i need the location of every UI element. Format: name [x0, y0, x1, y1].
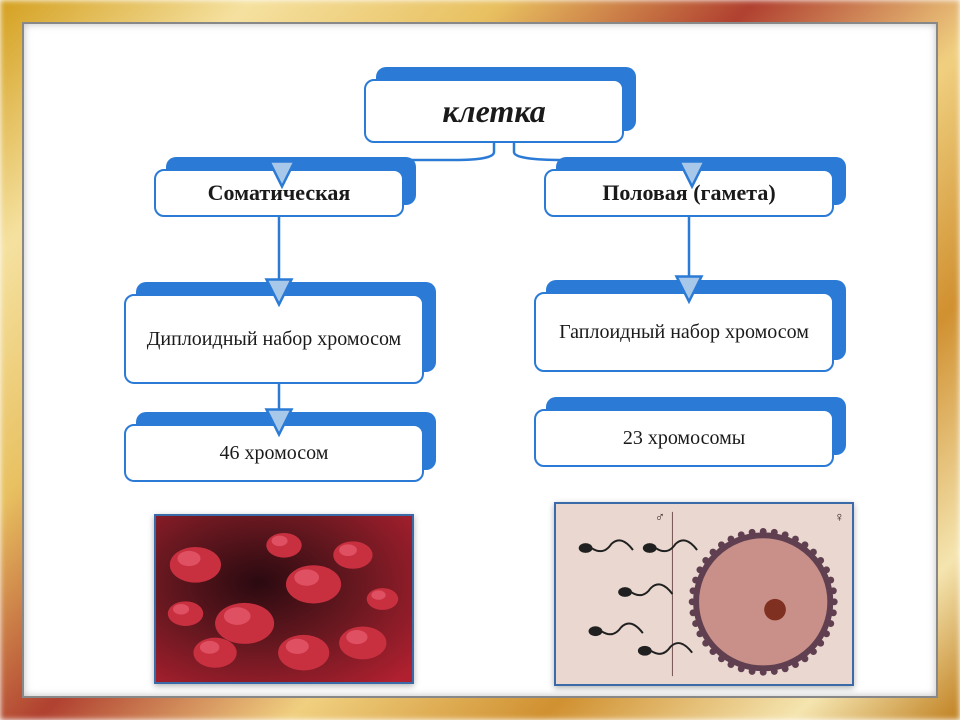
node-sex-label: Половая (гамета): [602, 180, 775, 206]
image-blood-cells: [154, 514, 414, 684]
slide-board: клетка Соматическая Половая (гамета) Дип…: [22, 22, 938, 698]
node-23-label: 23 хромосомы: [623, 427, 745, 450]
node-somatic-label: Соматическая: [208, 180, 351, 206]
node-root-label: клетка: [442, 93, 545, 130]
node-23: 23 хромосомы: [534, 409, 834, 467]
node-somatic: Соматическая: [154, 169, 404, 217]
node-root: клетка: [364, 79, 624, 143]
image-gametes: ♂♀: [554, 502, 854, 686]
node-46-label: 46 хромосом: [220, 442, 329, 465]
node-sex: Половая (гамета): [544, 169, 834, 217]
svg-text:♀: ♀: [834, 510, 844, 525]
hierarchy-tree: клетка Соматическая Половая (гамета) Дип…: [24, 24, 936, 696]
node-haploid: Гаплоидный набор хромосом: [534, 292, 834, 372]
node-46: 46 хромосом: [124, 424, 424, 482]
node-diploid-label: Диплоидный набор хромосом: [147, 328, 401, 351]
node-diploid: Диплоидный набор хромосом: [124, 294, 424, 384]
node-haploid-label: Гаплоидный набор хромосом: [559, 321, 809, 344]
svg-text:♂: ♂: [655, 510, 665, 525]
